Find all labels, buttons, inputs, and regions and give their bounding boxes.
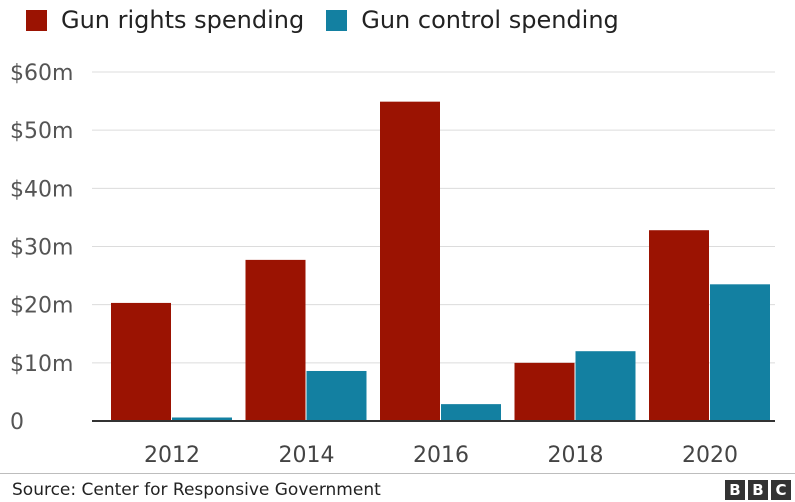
- x-tick-label-2018: 2018: [548, 443, 604, 468]
- bbc-logo-letter-3: C: [771, 480, 791, 500]
- bar-2020-gun-rights: [649, 230, 709, 421]
- bar-2016-gun-control: [441, 404, 501, 421]
- x-tick-label-2014: 2014: [279, 443, 335, 468]
- footer-divider: [0, 473, 795, 474]
- legend-item-gun-rights: Gun rights spending: [26, 6, 304, 34]
- bar-2014-gun-rights: [245, 259, 306, 421]
- bar-2014-gun-control: [306, 370, 367, 421]
- bar-2012-gun-rights: [111, 302, 171, 421]
- y-tick-label-2: $20m: [10, 294, 73, 319]
- legend-label-gun-control: Gun control spending: [361, 6, 619, 34]
- bar-2020-gun-control: [710, 284, 770, 421]
- legend-swatch-gun-rights: [26, 9, 47, 31]
- bbc-logo-letter-2: B: [748, 480, 768, 500]
- y-tick-label-0: 0: [10, 410, 24, 435]
- x-tick-label-2012: 2012: [144, 443, 200, 468]
- bbc-logo-letter-1: B: [725, 480, 745, 500]
- y-tick-label-5: $50m: [10, 119, 73, 144]
- legend-item-gun-control: Gun control spending: [326, 6, 619, 34]
- chart-legend: Gun rights spending Gun control spending: [26, 6, 641, 34]
- legend-swatch-gun-control: [326, 9, 348, 31]
- bar-chart: 0 $10m $20m $30m $40m $50m $60m 2012 2014 2016 201…: [10, 61, 775, 468]
- source-note: Source: Center for Responsive Government: [12, 480, 381, 500]
- y-tick-label-6: $60m: [10, 61, 73, 86]
- x-tick-label-2020: 2020: [682, 443, 738, 468]
- bar-2012-gun-control: [172, 417, 232, 421]
- legend-label-gun-rights: Gun rights spending: [61, 6, 305, 34]
- bar-2018-gun-rights: [514, 362, 575, 421]
- bar-2018-gun-control: [575, 351, 636, 421]
- y-tick-label-3: $30m: [10, 236, 73, 261]
- x-tick-label-2016: 2016: [413, 443, 469, 468]
- y-tick-label-4: $40m: [10, 177, 73, 202]
- bar-2016-gun-rights: [380, 101, 440, 421]
- y-tick-label-1: $10m: [10, 352, 73, 377]
- bbc-logo: B B C: [722, 480, 791, 500]
